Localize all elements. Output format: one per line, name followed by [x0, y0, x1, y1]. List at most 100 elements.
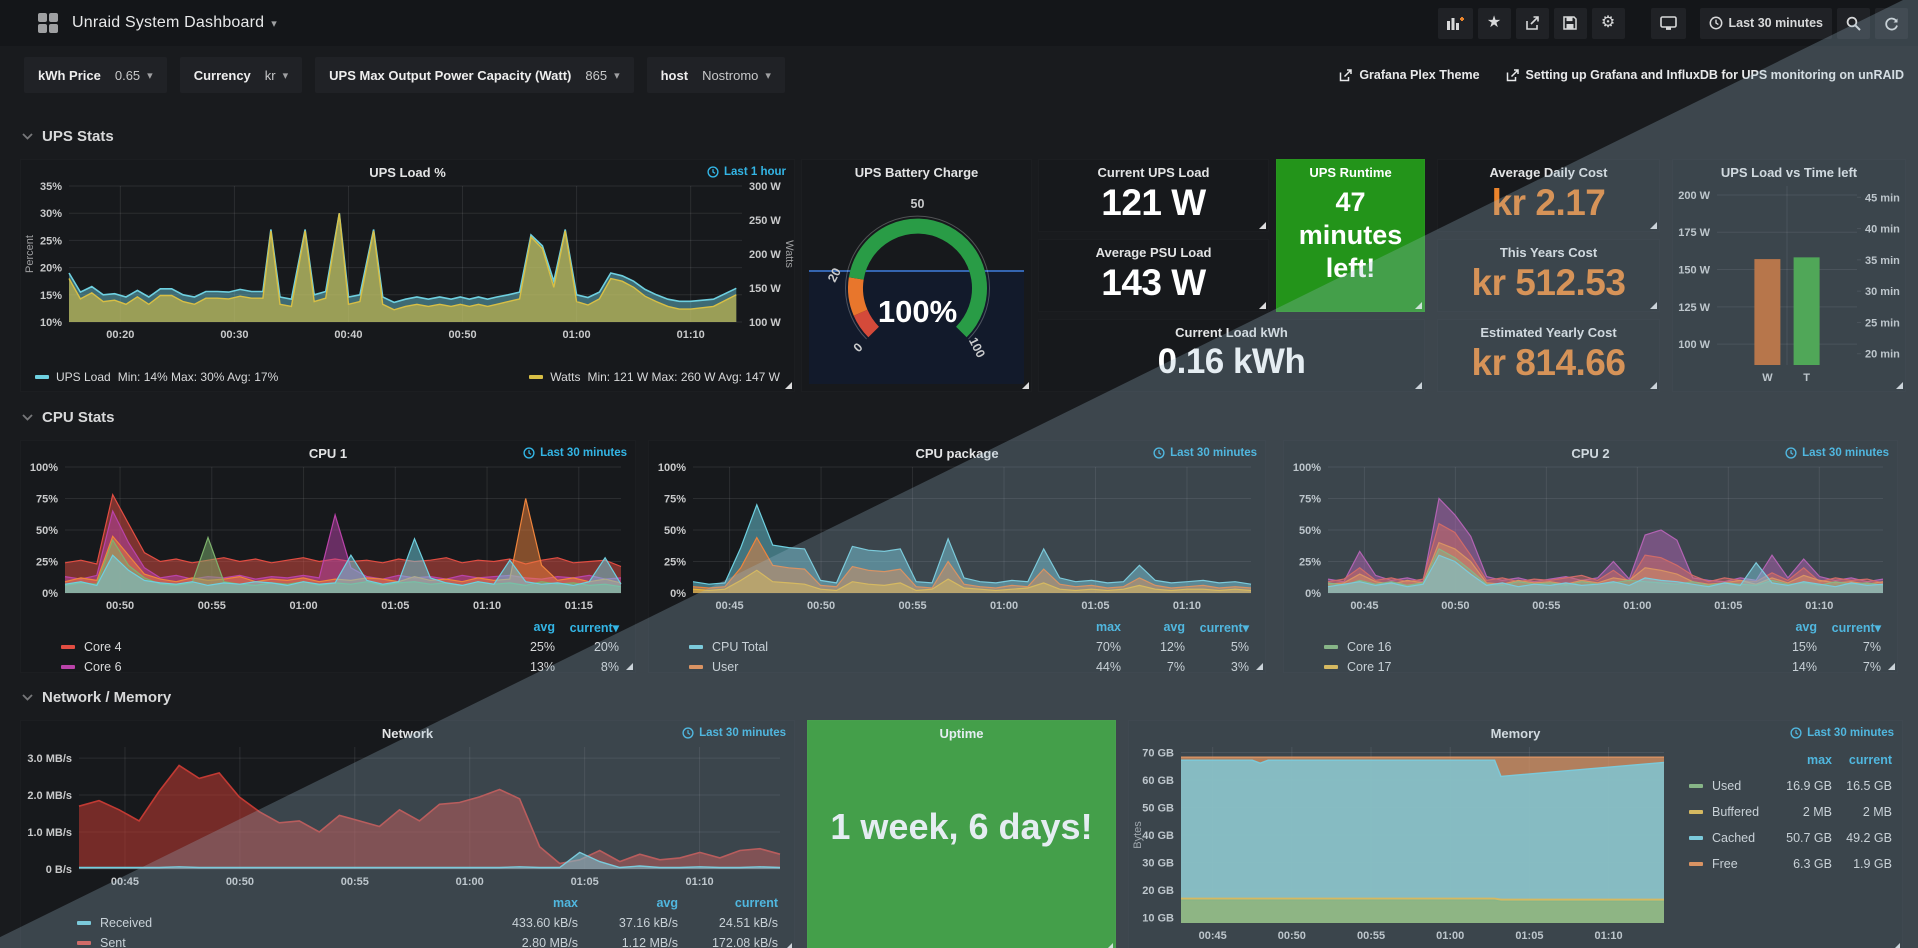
legend-header-row: max avg current▾ — [689, 617, 1249, 637]
legend-row: Received 433.60 kB/s 37.16 kB/s 24.51 kB/s — [77, 913, 778, 933]
legend-value: 2.80 MB/s — [521, 936, 578, 948]
legend-stats: Min: 14% Max: 30% Avg: 17% — [117, 370, 279, 384]
refresh-button[interactable] — [1875, 7, 1908, 39]
panel-title[interactable]: UPS Runtime — [1309, 165, 1392, 180]
legend-label[interactable]: CPU Total — [689, 640, 1057, 654]
section-network-memory[interactable]: Network / Memory — [22, 686, 171, 708]
panel-time-range[interactable]: Last 30 minutes — [682, 727, 786, 739]
network-chart[interactable]: 0 B/s 1.0 MB/s 2.0 MB/s 3.0 MB/s 00:45 00:50 0… — [21, 741, 796, 891]
svg-text:01:10: 01:10 — [1173, 600, 1201, 612]
dashboards-grid-icon[interactable] — [38, 13, 58, 33]
panel-title[interactable]: Average Daily Cost — [1489, 165, 1608, 180]
variable-kwh-price[interactable]: kWh Price 0.65 ▾ — [24, 57, 167, 93]
panel-title[interactable]: UPS Load % — [369, 165, 446, 180]
legend-sort-current[interactable]: current▾ — [1831, 620, 1881, 635]
external-link-icon — [1506, 68, 1519, 81]
svg-text:00:45: 00:45 — [716, 600, 744, 612]
panel-time-range[interactable]: Last 30 minutes — [523, 447, 627, 459]
legend-label[interactable]: Core 16 — [1324, 640, 1753, 654]
dashboard-title-menu[interactable]: Unraid System Dashboard ▾ — [72, 14, 277, 32]
panel-title[interactable]: Current UPS Load — [1097, 165, 1210, 180]
svg-text:200 W: 200 W — [1678, 190, 1710, 202]
legend-label[interactable]: Core 6 — [61, 660, 491, 674]
legend-sort-avg[interactable]: avg — [533, 620, 555, 634]
star-button[interactable]: ★ — [1477, 7, 1511, 39]
panel-title[interactable]: UPS Load vs Time left — [1720, 165, 1858, 180]
legend-item[interactable]: UPS Load Min: 14% Max: 30% Avg: 17% — [35, 370, 278, 384]
legend-label[interactable]: Buffered — [1689, 805, 1772, 819]
legend-label[interactable]: Sent — [77, 936, 478, 948]
legend-sort-avg[interactable]: avg — [656, 896, 678, 910]
legend-label[interactable]: User — [689, 660, 1057, 674]
memory-chart[interactable]: 10 GB 20 GB 30 GB 40 GB 50 GB 60 GB 70 GB 00:45… — [1129, 741, 1674, 948]
panel-time-range[interactable]: Last 30 minutes — [1785, 447, 1889, 459]
legend-swatch-icon — [77, 941, 91, 945]
ups-load-vs-time-chart[interactable]: 200 W 175 W 150 W 125 W 100 W 45 min 40 min 35 … — [1673, 160, 1907, 393]
panel-title[interactable]: This Years Cost — [1499, 245, 1598, 260]
time-range-button[interactable]: Last 30 minutes — [1699, 7, 1832, 39]
legend-sort-avg[interactable]: avg — [1795, 620, 1817, 634]
panel-title[interactable]: Uptime — [939, 726, 984, 741]
share-button[interactable] — [1515, 7, 1549, 39]
link-ups-monitoring-guide[interactable]: Setting up Grafana and InfluxDB for UPS … — [1506, 68, 1904, 82]
panel-title[interactable]: Average PSU Load — [1095, 245, 1212, 260]
svg-text:1.0 MB/s: 1.0 MB/s — [27, 827, 72, 839]
add-panel-button[interactable] — [1437, 7, 1473, 39]
legend-sort-max[interactable]: max — [1806, 753, 1832, 767]
legend-value: 2 MB — [1862, 805, 1892, 819]
variable-currency[interactable]: Currency kr ▾ — [179, 57, 303, 93]
legend-sort-max[interactable]: max — [552, 896, 578, 910]
legend-swatch-icon — [1689, 836, 1703, 840]
svg-text:Bytes: Bytes — [1132, 821, 1144, 849]
legend-sort-current[interactable]: current — [734, 896, 778, 910]
legend-label[interactable]: Watts — [550, 370, 581, 384]
panel-title[interactable]: Memory — [1490, 726, 1541, 741]
svg-text:60 GB: 60 GB — [1142, 775, 1174, 787]
svg-text:00:50: 00:50 — [1278, 930, 1306, 942]
legend-sort-avg[interactable]: avg — [1163, 620, 1185, 634]
panel-title[interactable]: Estimated Yearly Cost — [1480, 325, 1617, 340]
cpu2-chart[interactable]: 0% 25% 50% 75% 100% 00:45 00:50 00:55 01:00 01:05… — [1284, 461, 1899, 615]
panel-cpu-package: CPU package Last 30 minutes 0% 25% 50% 75% 1… — [648, 440, 1267, 674]
panel-title[interactable]: Current Load kWh — [1175, 325, 1288, 340]
legend-label[interactable]: Core 4 — [61, 640, 491, 654]
section-ups-stats[interactable]: UPS Stats — [22, 125, 114, 147]
panel-title[interactable]: CPU 1 — [308, 446, 348, 461]
svg-text:70 GB: 70 GB — [1142, 748, 1174, 760]
chart-legend: UPS Load Min: 14% Max: 30% Avg: 17% Watts M… — [35, 370, 780, 384]
panel-title[interactable]: CPU package — [915, 446, 999, 461]
panel-time-range[interactable]: Last 1 hour — [707, 166, 786, 178]
save-button[interactable] — [1553, 7, 1587, 39]
legend-label[interactable]: Received — [77, 916, 478, 930]
variable-host[interactable]: host Nostromo ▾ — [646, 57, 785, 93]
legend-label[interactable]: Free — [1689, 857, 1772, 871]
cpu-package-chart[interactable]: 0% 25% 50% 75% 100% 00:45 00:50 00:55 01:00 01:05… — [649, 461, 1267, 615]
legend-label[interactable]: UPS Load — [56, 370, 111, 384]
cpu1-chart[interactable]: 0% 25% 50% 75% 100% 00:50 00:55 01:00 01:05 01:10… — [21, 461, 637, 615]
chevron-down-icon: ▾ — [271, 17, 277, 30]
legend-value: 37.16 kB/s — [618, 916, 678, 930]
legend-item[interactable]: Watts Min: 121 W Max: 260 W Avg: 147 W — [529, 370, 780, 384]
legend-sort-current[interactable]: current▾ — [1199, 620, 1249, 635]
cycle-view-button[interactable] — [1650, 7, 1686, 39]
settings-button[interactable]: ⚙ — [1591, 7, 1625, 39]
legend-label[interactable]: Core 17 — [1324, 660, 1753, 674]
legend-sort-max[interactable]: max — [1095, 620, 1121, 634]
battery-gauge[interactable]: 0 20 50 100 100% — [802, 180, 1033, 388]
panel-title[interactable]: CPU 2 — [1571, 446, 1610, 461]
legend-label[interactable]: Cached — [1689, 831, 1772, 845]
variable-ups-max-output[interactable]: UPS Max Output Power Capacity (Watt) 865… — [315, 57, 634, 93]
legend-label[interactable]: Used — [1689, 779, 1772, 793]
panel-time-range[interactable]: Last 30 minutes — [1790, 727, 1894, 739]
legend-sort-current[interactable]: current▾ — [569, 620, 619, 635]
search-button[interactable] — [1837, 7, 1870, 39]
link-grafana-plex-theme[interactable]: Grafana Plex Theme — [1339, 68, 1480, 82]
panel-title[interactable]: UPS Battery Charge — [854, 165, 979, 180]
ups-load-chart[interactable]: 10% 15% 20% 25% 30% 35% 100 W 150 W 200 W 250 W 30… — [21, 180, 796, 346]
panel-title[interactable]: Network — [381, 726, 434, 741]
panel-time-range[interactable]: Last 30 minutes — [1153, 447, 1257, 459]
section-cpu-stats[interactable]: CPU Stats — [22, 406, 115, 428]
legend-sort-current[interactable]: current — [1848, 753, 1892, 767]
star-icon: ★ — [1486, 14, 1502, 31]
legend-swatch-icon — [1689, 784, 1703, 788]
